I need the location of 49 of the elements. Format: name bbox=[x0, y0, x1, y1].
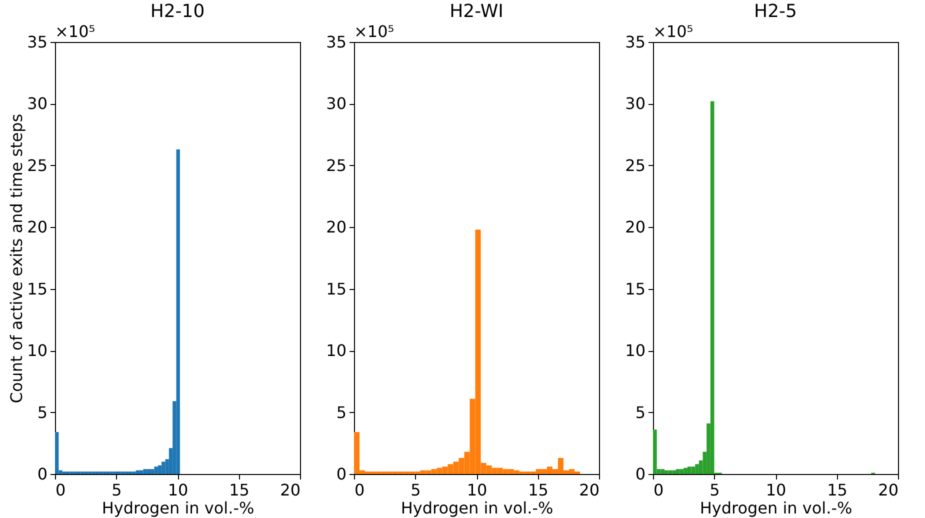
y-tick-label: 35 bbox=[625, 32, 646, 52]
y-tick-label: 0 bbox=[336, 464, 346, 484]
y-tick-label: 30 bbox=[625, 94, 646, 114]
x-axis-title: Hydrogen in vol.-% bbox=[700, 498, 852, 518]
x-axis-title: Hydrogen in vol.-% bbox=[400, 498, 554, 518]
y-tick-label: 10 bbox=[27, 341, 48, 360]
y-tick-label: 0 bbox=[37, 464, 48, 484]
y-tick-label: 35 bbox=[326, 32, 346, 52]
y-tick-label: 20 bbox=[27, 218, 48, 237]
y-tick-label: 25 bbox=[625, 156, 646, 175]
y-tick-label: 25 bbox=[326, 156, 346, 175]
y-tick-label: 15 bbox=[27, 279, 48, 298]
x-tick-label: 15 bbox=[229, 480, 250, 500]
x-tick-label: 20 bbox=[579, 480, 600, 500]
y-tick-label: 5 bbox=[37, 402, 48, 422]
x-tick-label: 5 bbox=[410, 480, 421, 500]
text: ×10⁵ bbox=[354, 22, 394, 41]
y-tick-label: 20 bbox=[625, 218, 646, 237]
y-tick-label: 30 bbox=[27, 94, 48, 114]
y-tick-label: 0 bbox=[635, 464, 646, 484]
y-tick-label: 5 bbox=[635, 402, 646, 422]
y-tick-label: 10 bbox=[326, 341, 346, 360]
y-tick-label: 20 bbox=[326, 218, 346, 237]
chart-title: H2-5 bbox=[754, 1, 797, 22]
x-axis-title: Hydrogen in vol.-% bbox=[102, 498, 254, 518]
chart-title: H2-10 bbox=[150, 1, 205, 22]
y-tick-label: 35 bbox=[27, 32, 48, 52]
x-tick-label: 0 bbox=[354, 480, 365, 500]
x-tick-label: 5 bbox=[112, 480, 122, 500]
x-tick-label: 20 bbox=[878, 480, 898, 500]
x-tick-label: 10 bbox=[466, 480, 488, 500]
x-tick-label: 0 bbox=[56, 480, 66, 500]
x-tick-label: 15 bbox=[827, 480, 848, 500]
text: ×10⁵ bbox=[55, 22, 96, 41]
text: ×10⁵ bbox=[653, 22, 694, 41]
x-tick-label: 10 bbox=[168, 480, 188, 500]
y-tick-label: 30 bbox=[326, 94, 346, 114]
x-tick-label: 15 bbox=[528, 480, 548, 500]
y-tick-label: 15 bbox=[326, 279, 346, 298]
x-tick-label: 0 bbox=[654, 480, 664, 500]
y-axis-title: Count of active exits and time steps bbox=[7, 114, 26, 404]
y-tick-label: 10 bbox=[625, 341, 646, 360]
y-tick-label: 25 bbox=[27, 156, 48, 175]
chart-title: H2-WI bbox=[450, 1, 504, 22]
y-tick-label: 5 bbox=[336, 402, 346, 422]
y-tick-label: 15 bbox=[625, 279, 646, 298]
x-tick-label: 20 bbox=[280, 480, 300, 500]
x-tick-label: 10 bbox=[766, 480, 786, 500]
x-tick-label: 5 bbox=[710, 480, 720, 500]
